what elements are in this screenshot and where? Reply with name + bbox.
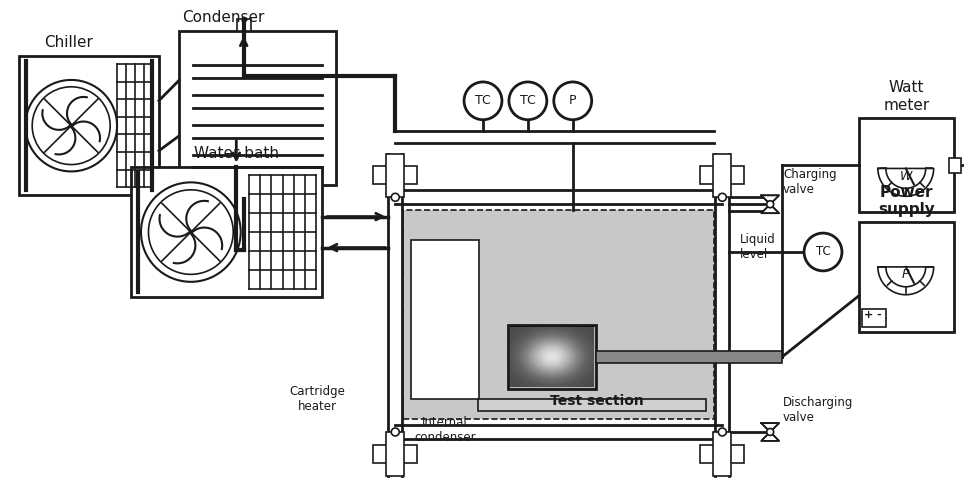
Bar — [701, 445, 744, 463]
Bar — [859, 222, 953, 331]
Circle shape — [766, 201, 774, 208]
Text: TC: TC — [520, 94, 536, 107]
Bar — [131, 167, 322, 297]
Circle shape — [766, 428, 774, 435]
Bar — [403, 210, 714, 419]
Text: TC: TC — [475, 94, 491, 107]
Bar — [862, 309, 886, 327]
Text: Power
supply: Power supply — [878, 185, 935, 217]
Text: Charging
valve: Charging valve — [784, 168, 837, 196]
Text: W: W — [899, 170, 912, 183]
Circle shape — [141, 182, 240, 282]
Bar — [595, 351, 783, 363]
Bar — [701, 166, 744, 184]
Circle shape — [718, 193, 727, 201]
Circle shape — [32, 87, 110, 165]
Circle shape — [391, 193, 400, 201]
Circle shape — [554, 82, 592, 120]
Text: Test section: Test section — [550, 394, 644, 408]
Circle shape — [509, 82, 547, 120]
Text: P: P — [902, 268, 910, 281]
Polygon shape — [761, 195, 779, 213]
Bar — [373, 445, 417, 463]
Text: Condenser: Condenser — [182, 10, 265, 25]
Bar — [236, 185, 251, 199]
Text: Cartridge
heater: Cartridge heater — [290, 385, 345, 413]
Bar — [386, 432, 404, 476]
Text: -: - — [876, 310, 881, 320]
Text: Watt
meter: Watt meter — [883, 81, 929, 113]
Bar — [859, 118, 953, 212]
Text: P: P — [569, 94, 576, 107]
Circle shape — [804, 233, 841, 271]
Circle shape — [464, 82, 502, 120]
Circle shape — [149, 190, 234, 274]
Text: Water bath: Water bath — [194, 147, 279, 162]
Text: Chiller: Chiller — [43, 35, 93, 50]
Text: +: + — [865, 310, 873, 320]
Bar — [478, 399, 706, 411]
Polygon shape — [761, 423, 779, 441]
Bar — [236, 19, 251, 31]
Bar — [949, 158, 960, 173]
Bar — [713, 432, 731, 476]
Circle shape — [718, 428, 727, 436]
Circle shape — [391, 428, 400, 436]
Bar — [508, 325, 595, 389]
Text: Internal
condenser: Internal condenser — [414, 416, 476, 444]
Bar — [19, 56, 159, 195]
Text: Liquid
level: Liquid level — [740, 233, 776, 261]
Bar — [373, 166, 417, 184]
Bar — [713, 154, 731, 197]
Bar — [411, 240, 479, 399]
Text: Discharging
valve: Discharging valve — [784, 396, 853, 424]
Bar — [179, 31, 337, 185]
Text: TC: TC — [815, 246, 831, 258]
Bar — [386, 154, 404, 197]
Circle shape — [25, 80, 117, 171]
